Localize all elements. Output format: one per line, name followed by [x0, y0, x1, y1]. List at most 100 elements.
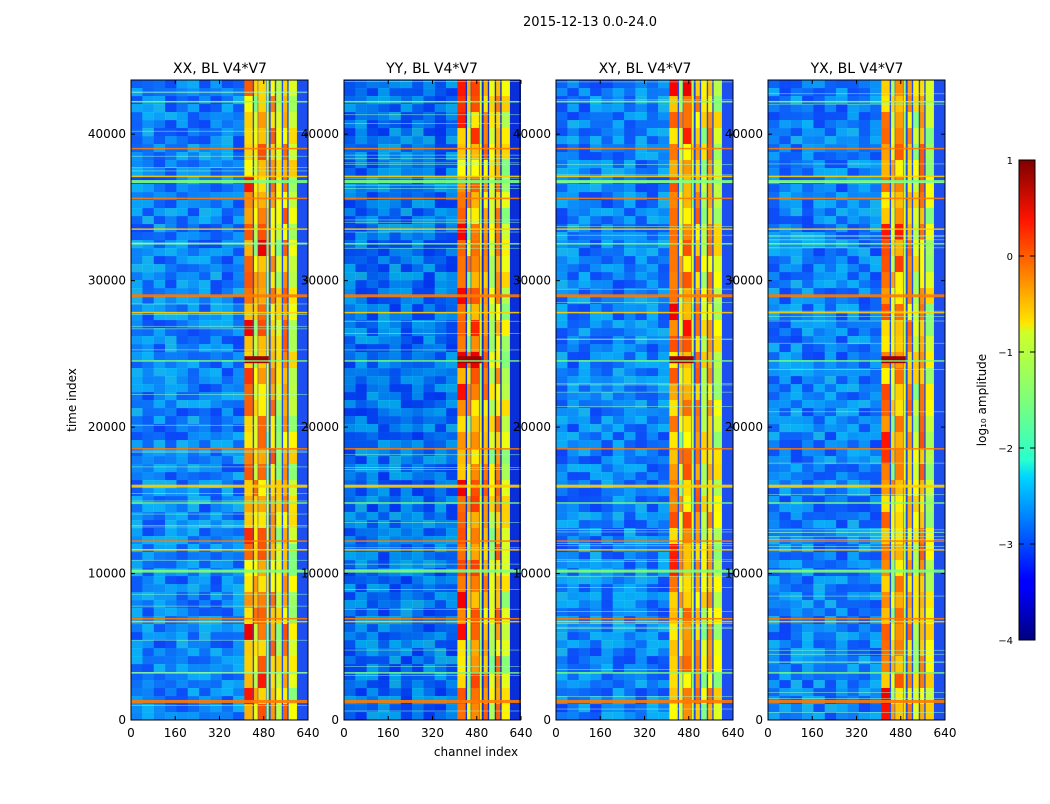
channel-band-cell	[457, 592, 466, 609]
heatmap-cell	[790, 336, 803, 345]
heatmap-cell	[601, 672, 613, 681]
heatmap-cell	[624, 688, 636, 697]
heatmap-cell	[366, 576, 379, 585]
heatmap-cell	[434, 400, 447, 409]
heatmap-cell	[434, 128, 447, 137]
heatmap-cell	[847, 128, 860, 137]
channel-band-cell	[907, 432, 912, 449]
heatmap-cell	[768, 608, 780, 617]
channel-band-cell	[288, 400, 297, 417]
heatmap-cell	[187, 104, 200, 113]
heatmap-cell	[802, 96, 814, 105]
channel-band-cell	[683, 192, 691, 209]
channel-band-cell	[881, 688, 890, 705]
channel-band-cell	[457, 320, 466, 337]
channel-band-cell	[483, 128, 488, 145]
heatmap-cell	[389, 296, 401, 305]
heatmap-cell	[412, 368, 424, 377]
heatmap-cell	[423, 464, 436, 473]
channel-band-cell	[489, 464, 495, 481]
rfi-line	[344, 522, 521, 523]
heatmap-cell	[131, 328, 143, 337]
heatmap-cell	[601, 184, 613, 193]
heatmap-cell	[378, 536, 390, 545]
heatmap-cell	[153, 520, 166, 529]
heatmap-cell	[187, 392, 200, 401]
heatmap-cell	[624, 456, 636, 465]
channel-band-cell	[483, 608, 488, 625]
channel-band-cell	[501, 624, 510, 641]
heatmap-cell	[870, 96, 882, 105]
heatmap-cell	[556, 120, 568, 129]
heatmap-cell	[400, 488, 413, 497]
heatmap-cell	[378, 408, 390, 417]
heatmap-cell	[836, 384, 848, 393]
channel-band-cell	[895, 320, 903, 337]
heatmap-cell	[400, 152, 413, 161]
channel-band-cell	[283, 96, 288, 113]
heatmap-cell	[221, 712, 234, 721]
channel-band-cell	[695, 160, 700, 177]
heatmap-cell	[187, 368, 200, 377]
heatmap-cell	[658, 304, 670, 313]
heatmap-cell	[221, 96, 234, 105]
heatmap-cell	[824, 600, 837, 609]
heatmap-cell	[824, 256, 837, 265]
heatmap-cell	[389, 256, 401, 265]
channel-band-cell	[266, 128, 269, 145]
heatmap-cell	[446, 584, 458, 593]
channel-band-cell	[483, 176, 488, 193]
heatmap-cell	[210, 264, 223, 273]
channel-band-cell	[254, 560, 258, 577]
heatmap-cell	[187, 200, 200, 209]
channel-band-cell	[479, 544, 482, 561]
heatmap-cell	[658, 312, 670, 321]
channel-band-cell	[258, 224, 266, 241]
heatmap-cell	[423, 528, 436, 537]
heatmap-cell	[612, 632, 625, 641]
panel-title: XY, BL V4*V7	[599, 61, 692, 77]
heatmap-cell	[836, 208, 848, 217]
heatmap-cell	[790, 104, 803, 113]
heatmap-cell	[434, 488, 447, 497]
heatmap-cell	[412, 632, 424, 641]
heatmap-cell	[847, 544, 860, 553]
channel-band-cell	[903, 336, 906, 353]
heatmap-cell	[400, 208, 413, 217]
channel-band-cell	[496, 112, 501, 129]
heatmap-cell	[768, 680, 780, 689]
heatmap-cell	[824, 416, 837, 425]
channel-band-cell	[708, 80, 713, 97]
heatmap-cell	[187, 376, 200, 385]
rfi-line	[344, 710, 521, 712]
channel-band-cell	[903, 528, 906, 545]
heatmap-cell	[210, 536, 223, 545]
channel-band-cell	[270, 544, 275, 561]
heatmap-cell	[389, 80, 401, 89]
heatmap-cell	[176, 224, 188, 233]
heatmap-cell	[601, 520, 613, 529]
heatmap-cell	[802, 480, 814, 489]
heatmap-cell	[366, 320, 379, 329]
heatmap-cell	[590, 200, 602, 209]
heatmap-cell	[567, 104, 579, 113]
rfi-line	[131, 100, 308, 103]
heatmap-cell	[233, 136, 245, 145]
heatmap-cell	[658, 712, 670, 721]
heatmap-cell	[131, 352, 143, 361]
heatmap-cell	[567, 544, 579, 553]
channel-band-cell	[276, 448, 282, 465]
heatmap-cell	[858, 104, 871, 113]
heatmap-cell	[355, 272, 367, 281]
heatmap-cell	[590, 344, 602, 353]
channel-band-cell	[270, 656, 275, 673]
heatmap-cell	[858, 280, 871, 289]
heatmap-cell	[412, 328, 424, 337]
heatmap-cell	[165, 232, 177, 241]
channel-band-cell	[270, 112, 275, 129]
heatmap-cell	[233, 224, 245, 233]
heatmap-cell	[612, 320, 625, 329]
heatmap-cell	[790, 672, 803, 681]
heatmap-cell	[446, 224, 458, 233]
heatmap-cell	[412, 88, 424, 97]
